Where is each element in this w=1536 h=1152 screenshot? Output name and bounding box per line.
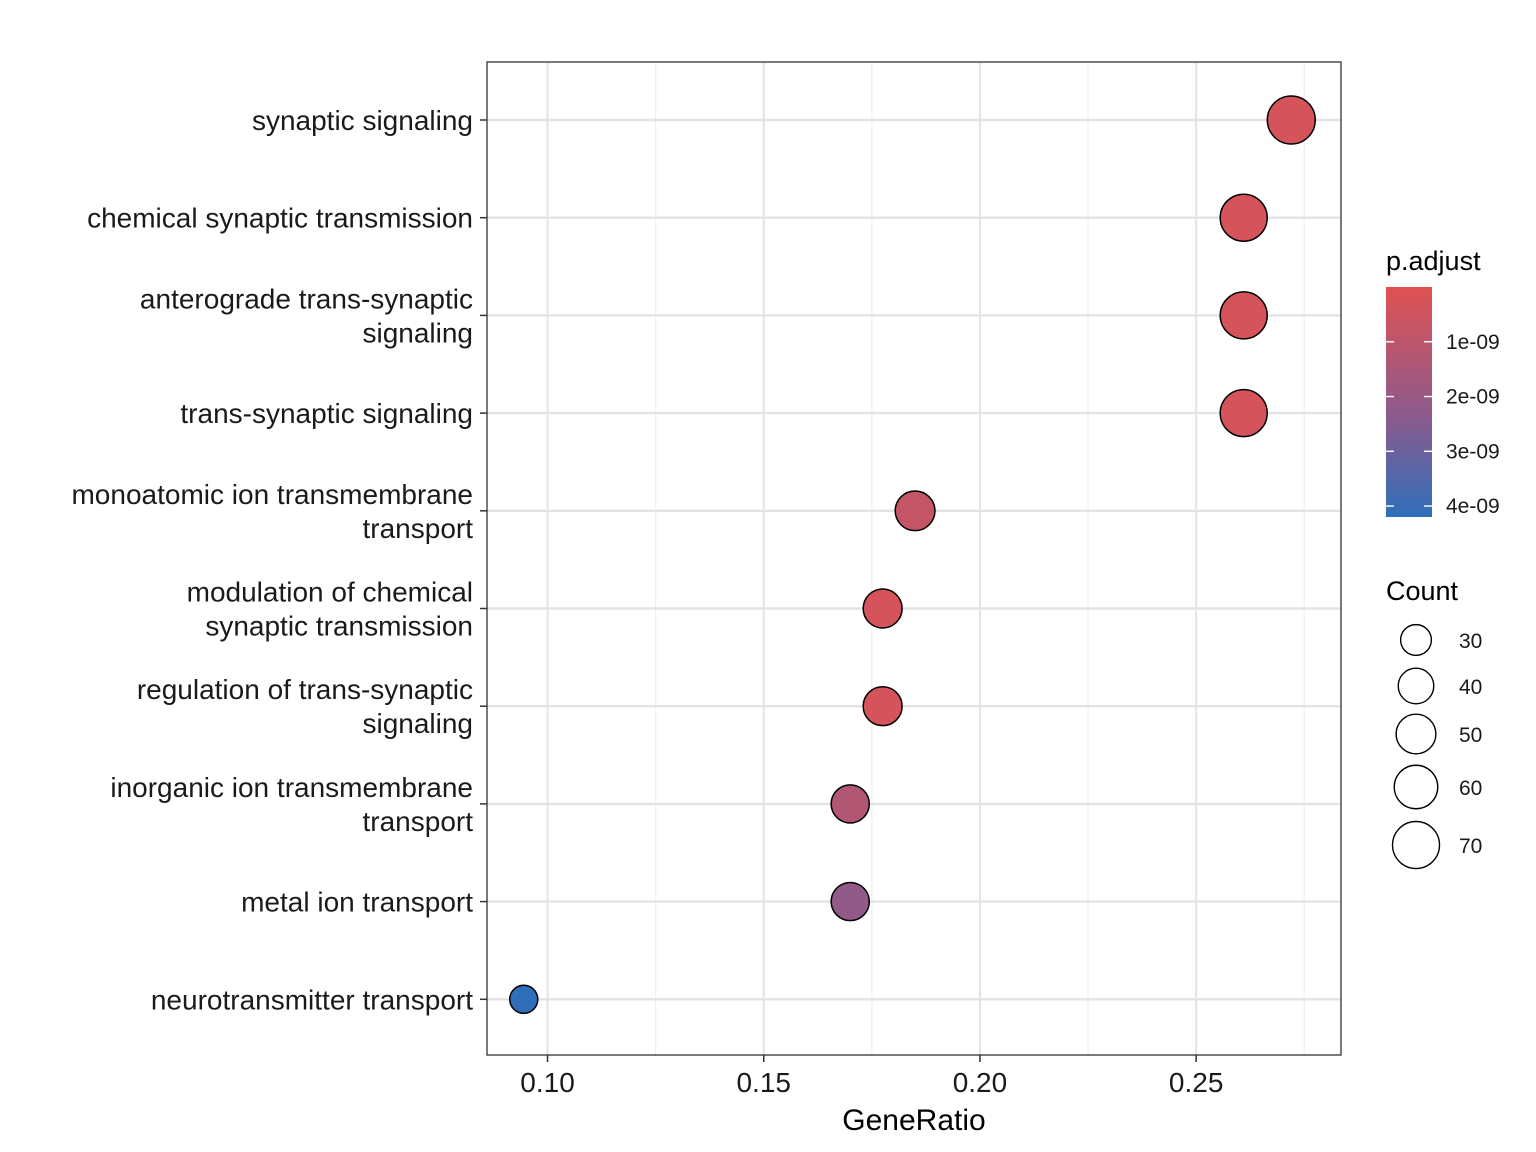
grid-lines — [487, 62, 1341, 1055]
size-legend-key — [1395, 713, 1437, 755]
size-legend-label: 60 — [1459, 777, 1482, 800]
y-tick-label: regulation of trans-synaptic — [137, 674, 473, 705]
size-legend-key — [1397, 667, 1435, 705]
data-point — [1219, 388, 1268, 438]
data-point — [830, 881, 871, 922]
data-point — [1219, 291, 1268, 340]
data-point — [862, 588, 903, 629]
x-axis: 0.10 0.15 0.20 0.25 — [520, 1055, 1223, 1098]
x-tick-label: 0.25 — [1169, 1067, 1224, 1098]
data-point — [1219, 193, 1268, 242]
size-legend-key — [1399, 623, 1433, 657]
color-legend: p.adjust 1e-09 2e-09 3e-09 4e-09 — [1386, 246, 1500, 518]
y-tick-label: neurotransmitter transport — [151, 984, 473, 1015]
y-tick-label: transport — [363, 513, 474, 544]
size-legend-key — [1391, 820, 1441, 870]
colorbar-tick-label: 4e-09 — [1446, 495, 1500, 518]
data-points — [508, 95, 1317, 1015]
y-tick-label: transport — [363, 806, 474, 837]
x-tick-label: 0.15 — [736, 1067, 791, 1098]
size-legend-title: Count — [1386, 576, 1459, 606]
colorbar-tick-label: 3e-09 — [1446, 440, 1500, 463]
x-axis-title: GeneRatio — [842, 1104, 985, 1137]
y-axis: synaptic signaling chemical synaptic tran… — [71, 105, 487, 1015]
size-legend: Count 30 40 50 60 70 — [1386, 576, 1482, 870]
size-legend-label: 50 — [1459, 724, 1482, 747]
data-point — [862, 685, 903, 727]
color-legend-title: p.adjust — [1386, 246, 1481, 276]
size-legend-label: 70 — [1459, 835, 1482, 858]
size-legend-label: 40 — [1459, 676, 1482, 699]
y-tick-label: modulation of chemical — [187, 577, 473, 608]
plot-panel-border — [486, 61, 1342, 1056]
y-tick-label: synaptic transmission — [205, 611, 473, 642]
y-tick-label: chemical synaptic transmission — [87, 203, 473, 234]
y-tick-label: synaptic signaling — [252, 105, 473, 136]
color-bar — [1386, 287, 1432, 517]
y-tick-label: signaling — [362, 317, 473, 348]
x-tick-label: 0.20 — [953, 1067, 1008, 1098]
data-point — [830, 784, 871, 824]
x-tick-label: 0.10 — [520, 1067, 575, 1098]
y-tick-label: trans-synaptic signaling — [180, 398, 473, 429]
y-tick-label: inorganic ion transmembrane — [110, 772, 473, 803]
data-point — [894, 490, 936, 532]
y-tick-label: monoatomic ion transmembrane — [71, 479, 473, 510]
size-legend-key — [1393, 764, 1439, 810]
colorbar-tick-label: 2e-09 — [1446, 386, 1500, 409]
y-tick-label: metal ion transport — [241, 887, 473, 918]
data-point — [508, 984, 539, 1015]
y-tick-label: signaling — [362, 708, 473, 739]
size-legend-label: 30 — [1459, 630, 1482, 653]
data-point — [1266, 95, 1317, 145]
colorbar-tick-label: 1e-09 — [1446, 331, 1500, 354]
y-tick-label: anterograde trans-synaptic — [140, 283, 473, 314]
